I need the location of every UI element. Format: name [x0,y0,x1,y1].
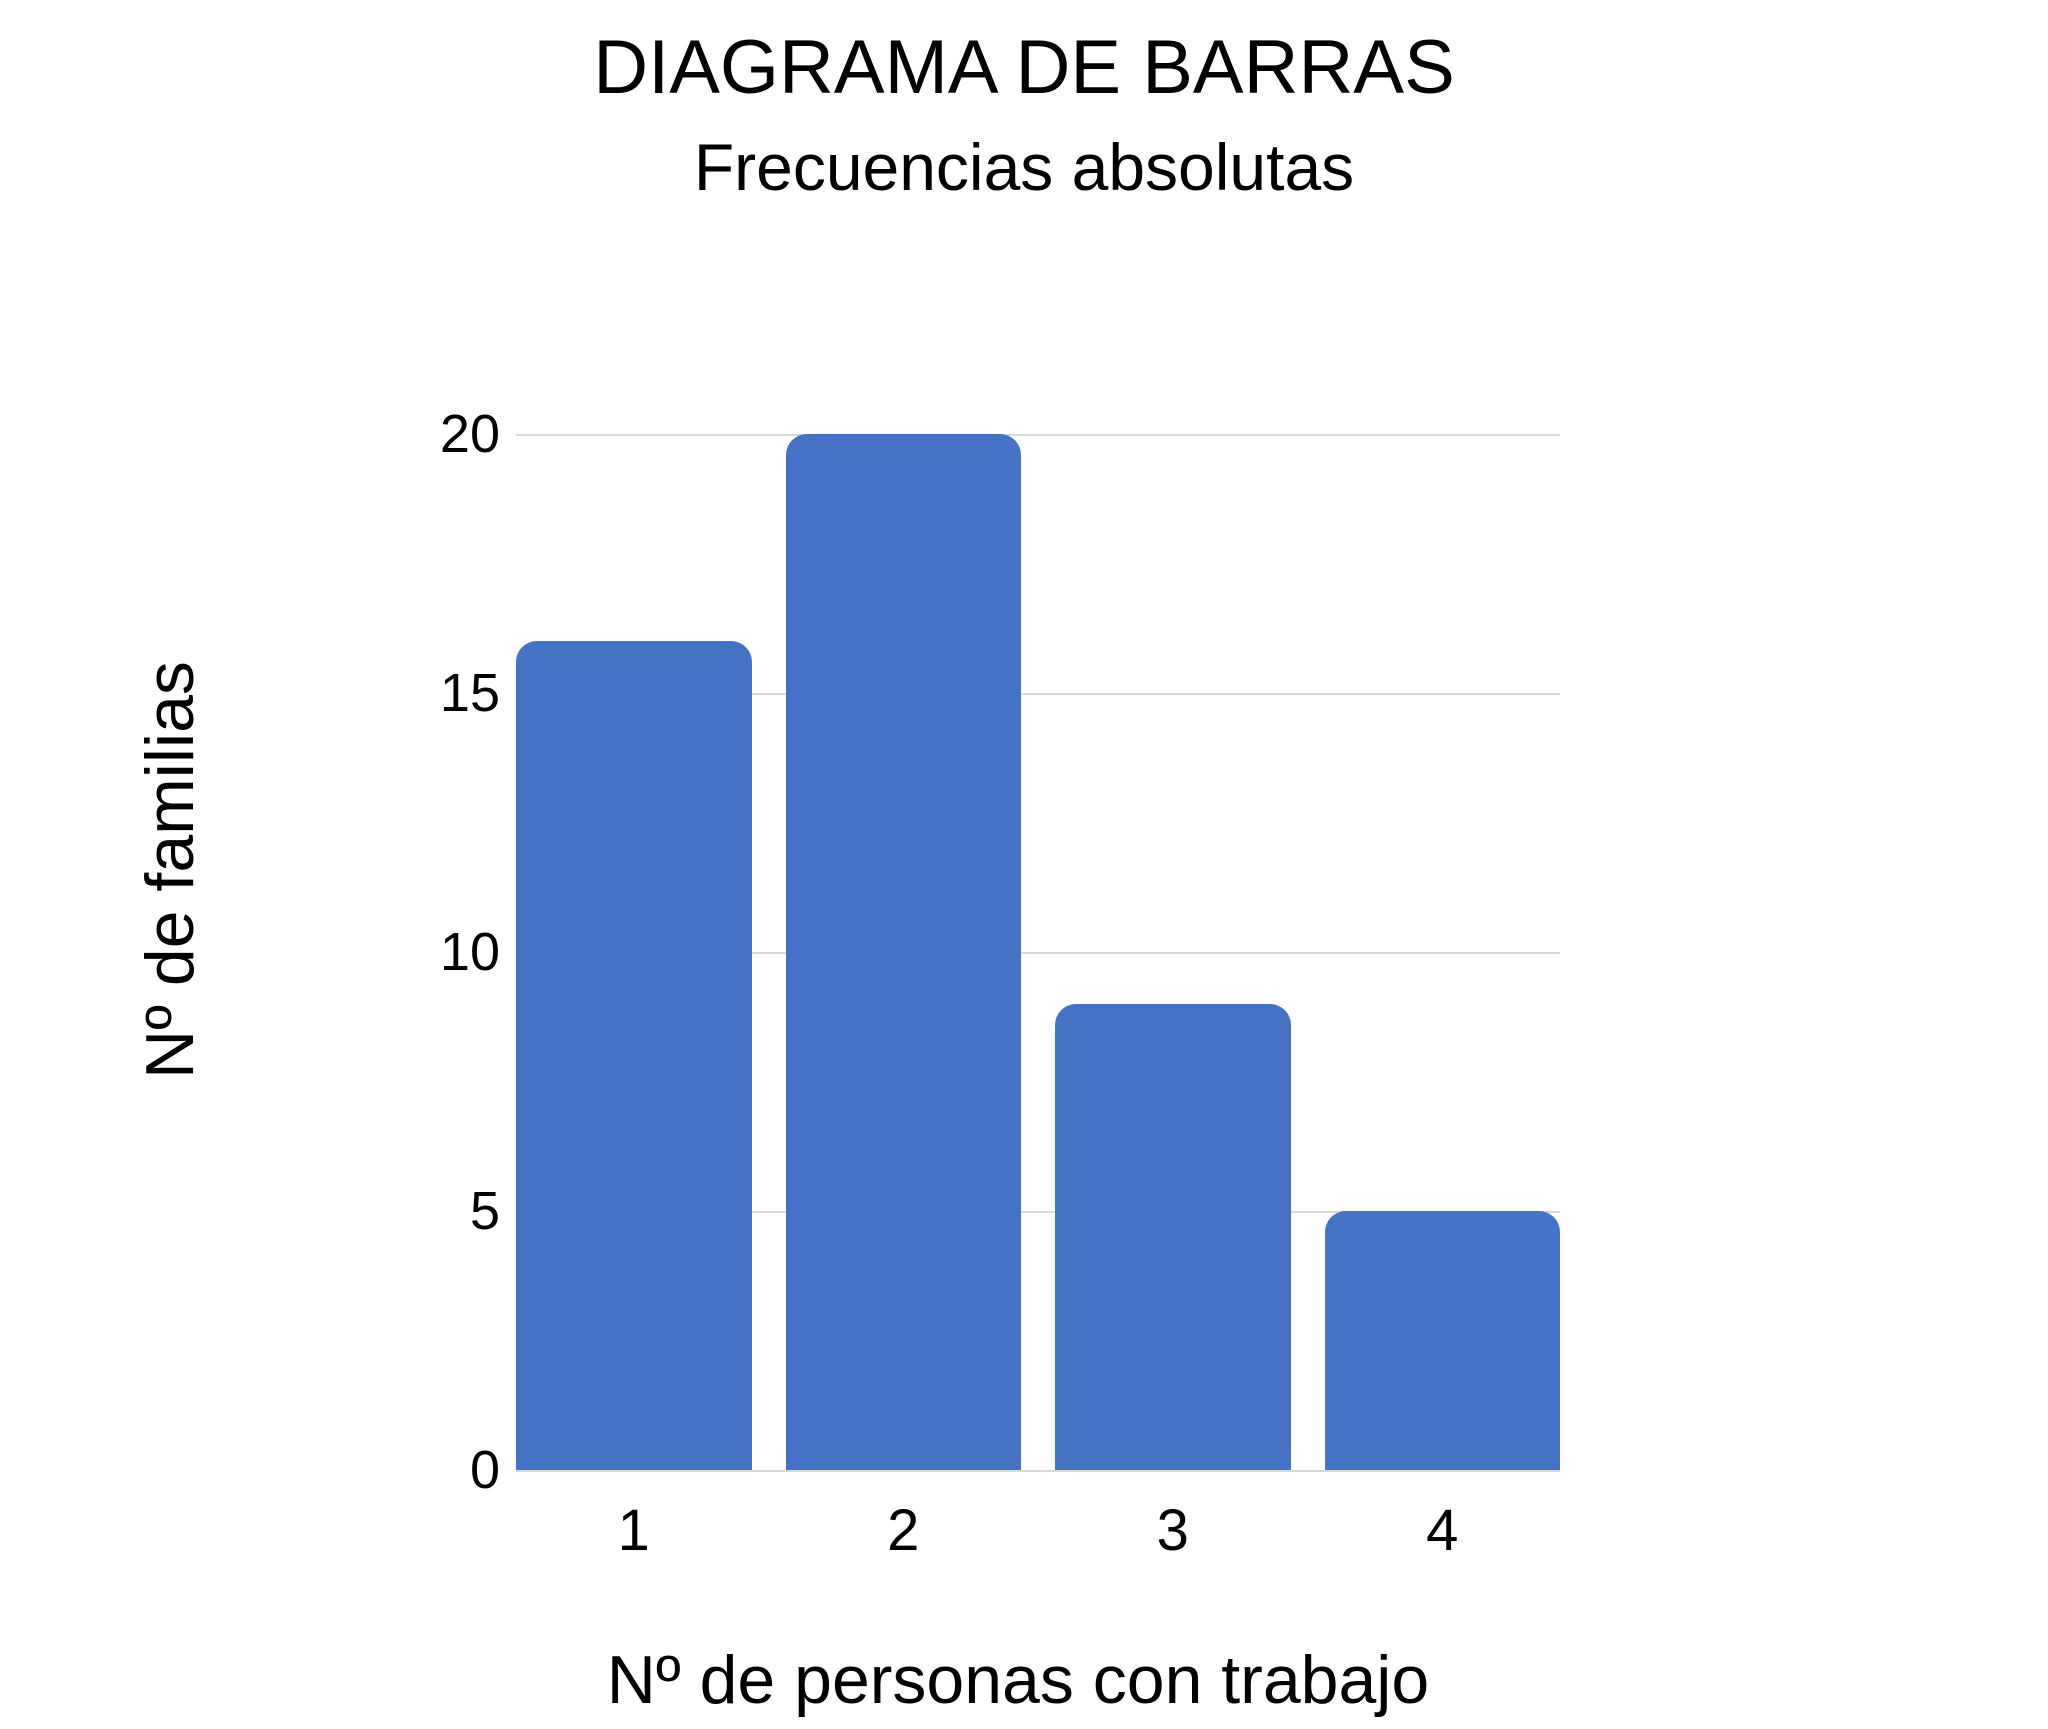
x-tick-label-2: 2 [887,1498,920,1563]
y-tick-label-5: 5 [469,1181,500,1241]
y-axis-title: Nº de familias [132,661,208,1079]
bar-category-2 [785,434,1021,1470]
x-tick-label-4: 4 [1426,1498,1459,1563]
y-tick-label-20: 20 [439,404,500,464]
bars-container [516,434,1560,1470]
x-tick-label-1: 1 [617,1498,650,1563]
gridline-y-15 [516,693,1560,695]
gridline-y-20 [516,434,1560,436]
x-tick-label-3: 3 [1156,1498,1189,1563]
gridline-y-5 [516,1211,1560,1213]
chart-subtitle: Frecuencias absolutas [693,130,1355,204]
y-tick-label-10: 10 [439,922,500,982]
y-tick-label-15: 15 [439,663,500,723]
bar-category-4 [1324,1211,1560,1470]
x-axis-tick-labels: 1 2 3 4 [516,1496,1560,1566]
bar-category-1 [516,641,752,1470]
plot-area [516,434,1560,1472]
chart-title: DIAGRAMA DE BARRAS [593,25,1455,110]
bar-category-3 [1055,1003,1291,1470]
gridline-y-0 [516,1470,1560,1472]
gridline-y-10 [516,952,1560,954]
y-tick-label-0: 0 [469,1440,500,1500]
x-axis-title: Nº de personas con trabajo [606,1642,1430,1718]
